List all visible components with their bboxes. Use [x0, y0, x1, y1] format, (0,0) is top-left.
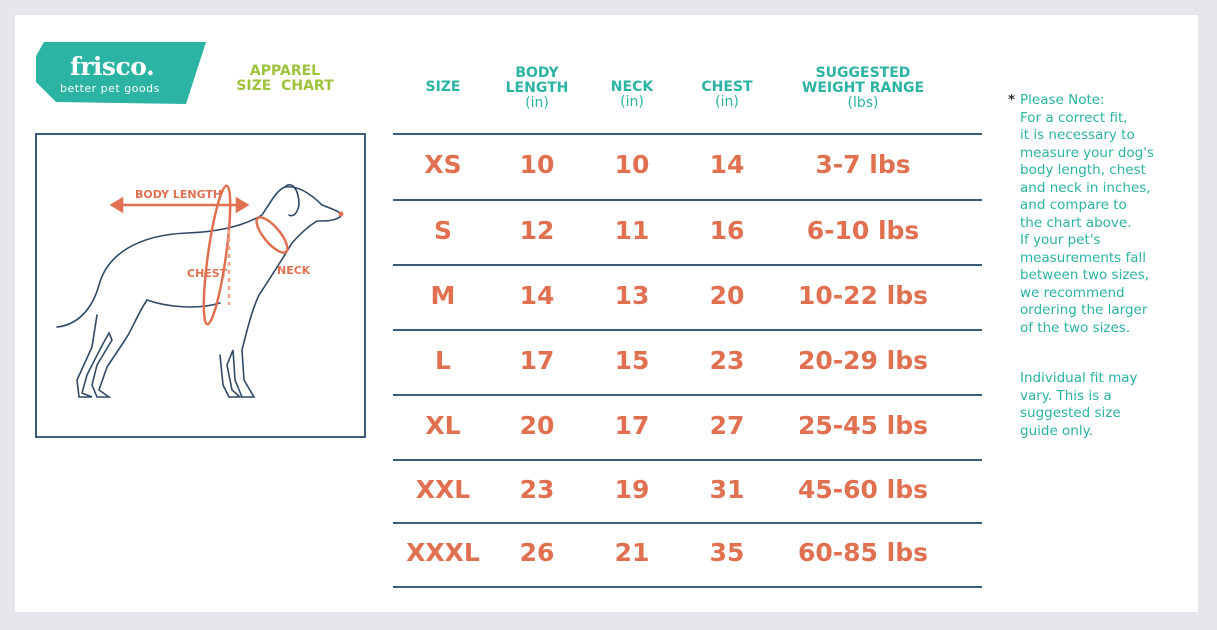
size-cell: XXL [415, 474, 471, 504]
note-line: we recommend [1020, 284, 1125, 301]
value-cell: 14 [519, 280, 555, 310]
value-cell: 20 [709, 280, 745, 310]
size-cell: XXXL [406, 538, 480, 567]
dog-measurement-diagram: BODY LENGTH CHEST NECK [35, 133, 366, 438]
value-cell: 6-10 lbs [806, 215, 920, 245]
value-cell: 14 [709, 150, 745, 179]
column-header: SIZE [363, 80, 523, 95]
label-chest: CHEST [187, 267, 228, 280]
row-divider [393, 394, 982, 396]
note-line: the chart above. [1020, 214, 1132, 231]
column-unit: (in) [620, 94, 644, 110]
value-cell: 21 [614, 538, 650, 567]
size-cell: S [433, 215, 452, 245]
value-cell: 23 [519, 474, 555, 504]
column-unit: (in) [715, 94, 739, 110]
row-divider [393, 133, 982, 135]
value-cell: 15 [614, 345, 650, 375]
size-cell: XS [424, 150, 462, 179]
title-line-1: APPAREL [249, 63, 321, 79]
label-neck: NECK [277, 264, 311, 277]
value-cell: 26 [519, 538, 555, 567]
value-cell: 17 [614, 410, 650, 440]
disclaimer-line: Individual fit may [1020, 370, 1138, 386]
value-cell: 10-22 lbs [797, 280, 928, 310]
note-line: of the two sizes. [1020, 319, 1131, 336]
row-divider [393, 264, 982, 266]
column-header: NECK (in) [552, 80, 712, 110]
column-unit: (lbs) [847, 95, 879, 111]
value-cell: 31 [709, 474, 745, 504]
note-line: it is necessary to [1020, 127, 1135, 143]
value-cell: 13 [614, 280, 650, 310]
value-cell: 19 [614, 474, 650, 504]
value-cell: 11 [614, 215, 650, 245]
column-header: BODY LENGTH (in) [457, 66, 617, 111]
note-line: between two sizes, [1020, 267, 1150, 283]
brand-name: frisco. [70, 52, 155, 81]
logo-badge-shape [36, 42, 206, 104]
value-cell: 10 [519, 150, 555, 179]
column-header: CHEST (in) [647, 80, 807, 110]
column-title: CHEST [701, 79, 753, 95]
note-line: and compare to [1020, 197, 1127, 213]
row-divider [393, 459, 982, 461]
row-divider [393, 199, 982, 201]
size-cell: L [435, 345, 451, 375]
label-body-length: BODY LENGTH [135, 188, 222, 201]
note-line: Please Note: [1020, 92, 1105, 108]
value-cell: 10 [614, 150, 650, 179]
value-cell: 60-85 lbs [797, 538, 928, 567]
size-chart-card [15, 15, 1198, 612]
note-line: measure your dog's [1020, 144, 1154, 161]
note-line: If your pet's [1020, 232, 1101, 248]
value-cell: 25-45 lbs [797, 410, 928, 440]
size-cell: XL [425, 410, 461, 440]
disclaimer-line: guide only. [1020, 422, 1093, 439]
asterisk: * [1008, 92, 1016, 108]
dog-outline-illustration: BODY LENGTH CHEST NECK [56, 183, 344, 398]
note-line: ordering the larger [1020, 302, 1148, 318]
chart-title: APPAREL SIZE CHART [225, 64, 345, 94]
row-divider [393, 522, 982, 524]
note-line: measurements fall [1020, 249, 1147, 266]
disclaimer-line: vary. This is a [1020, 387, 1112, 404]
value-cell: 17 [519, 345, 555, 375]
column-title: SUGGESTED WEIGHT RANGE [801, 65, 925, 96]
row-divider [393, 329, 982, 331]
fit-disclaimer: Individual fit may vary. This is a suggest… [1020, 370, 1190, 440]
please-note: * Please Note: For a correct fit, it is ne… [1008, 92, 1195, 337]
column-header: SUGGESTED WEIGHT RANGE (lbs) [783, 66, 943, 111]
title-line-2: SIZE CHART [236, 78, 334, 94]
column-title: SIZE [425, 79, 461, 95]
frisco-logo: frisco. better pet goods [36, 42, 206, 104]
value-cell: 27 [709, 410, 745, 440]
column-unit: (in) [525, 95, 549, 111]
value-cell: 20 [519, 410, 555, 440]
value-cell: 3-7 lbs [815, 150, 911, 179]
value-cell: 16 [709, 215, 745, 245]
note-line: For a correct fit, [1020, 109, 1128, 126]
column-title: NECK [610, 79, 654, 95]
note-line: and neck in inches, [1020, 179, 1151, 196]
disclaimer-line: suggested size [1020, 405, 1121, 421]
value-cell: 45-60 lbs [797, 474, 928, 504]
column-title: BODY LENGTH [505, 65, 569, 96]
brand-tagline: better pet goods [60, 82, 160, 95]
value-cell: 12 [519, 215, 555, 245]
row-divider [393, 586, 982, 588]
size-cell: M [430, 280, 456, 310]
value-cell: 35 [709, 538, 745, 567]
note-line: body length, chest [1020, 162, 1146, 178]
value-cell: 23 [709, 345, 745, 375]
value-cell: 20-29 lbs [797, 345, 928, 375]
